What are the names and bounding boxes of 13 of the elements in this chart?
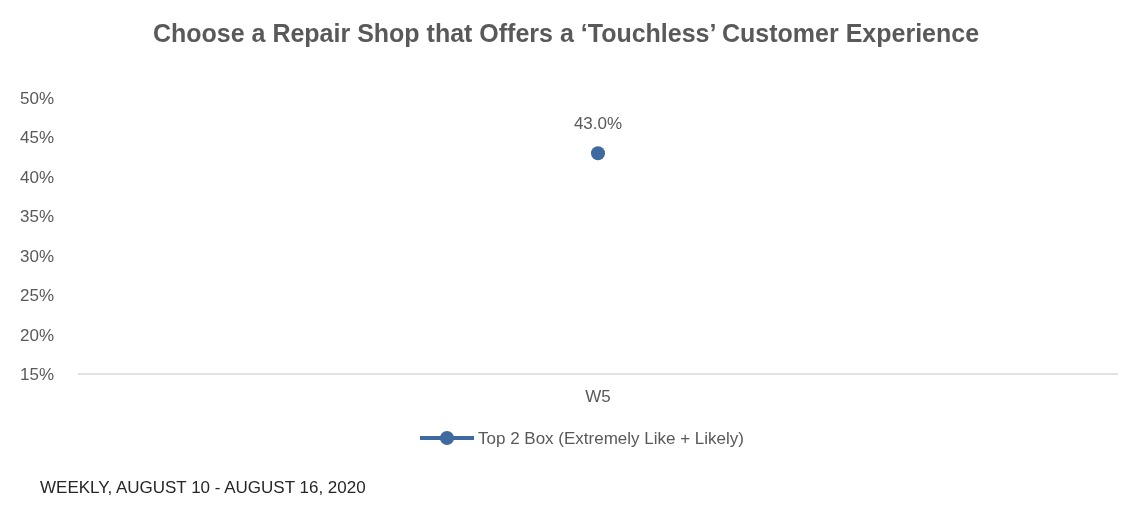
- y-tick-label: 50%: [20, 88, 55, 108]
- y-tick-label: 45%: [20, 128, 55, 148]
- y-tick-label: 35%: [20, 207, 55, 227]
- text: WEEKLY, AUGUST 10 - AUGUST 16, 2020: [40, 477, 366, 497]
- y-tick-label: 40%: [20, 167, 55, 187]
- y-tick-label: 20%: [20, 325, 55, 345]
- data-label: 43.0%: [573, 114, 623, 134]
- legend-label: Top 2 Box (Extremely Like + Likely): [478, 428, 744, 448]
- y-tick-label: 30%: [20, 246, 55, 266]
- y-tick-label: 25%: [20, 286, 55, 306]
- chart-title: Choose a Repair Shop that Offers a ‘Touchless’ Customer Experience: [152, 19, 980, 47]
- x-tick-label: W5: [585, 387, 611, 406]
- y-tick-label: 15%: [20, 364, 55, 384]
